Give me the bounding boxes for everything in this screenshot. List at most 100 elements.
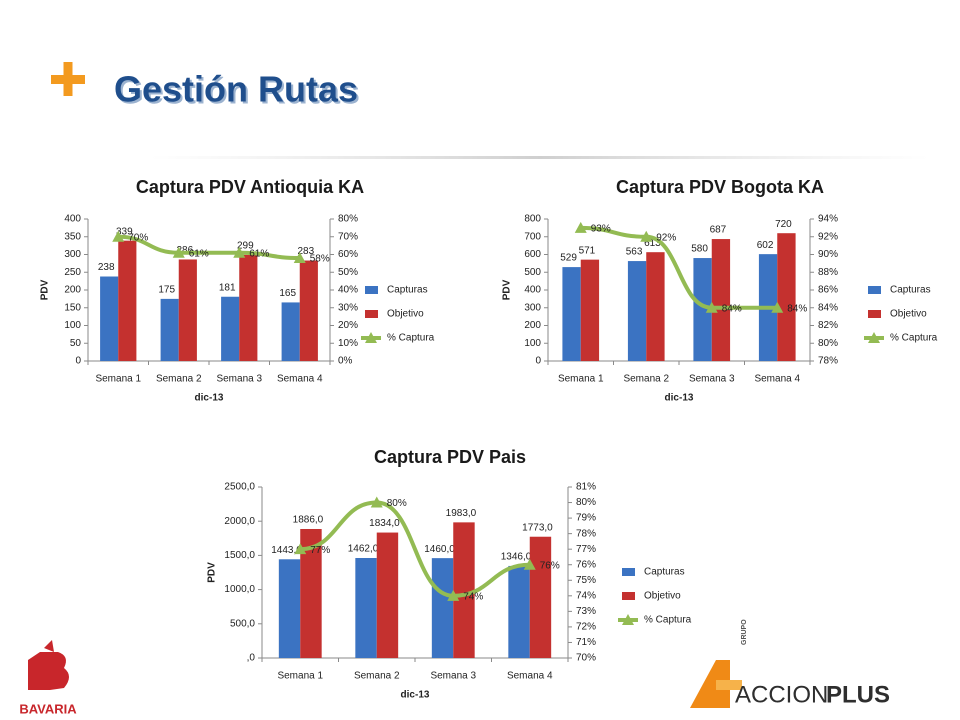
y2-tick-label: 0% bbox=[338, 356, 353, 367]
bar bbox=[178, 259, 197, 361]
bar bbox=[711, 239, 731, 361]
y-tick-label: 300 bbox=[524, 302, 541, 313]
bar bbox=[777, 233, 796, 361]
line-marker bbox=[294, 543, 307, 555]
data-label: 1462,0 bbox=[348, 544, 379, 555]
data-label: 687 bbox=[710, 225, 727, 236]
chart-title: Captura PDV Antioquia KA bbox=[136, 177, 364, 197]
legend-label: Objetivo bbox=[644, 591, 681, 602]
legend-swatch bbox=[868, 286, 881, 294]
chart-title: Captura PDV Bogota KA bbox=[616, 177, 824, 197]
y2-tick-label: 10% bbox=[338, 338, 358, 349]
line bbox=[578, 225, 780, 310]
data-label: 299 bbox=[237, 240, 254, 251]
legend-label: % Captura bbox=[387, 333, 435, 344]
bar bbox=[508, 565, 530, 658]
data-label: 93% bbox=[591, 224, 611, 235]
line-marker bbox=[523, 558, 536, 570]
legend-label: Objetivo bbox=[387, 309, 424, 320]
y2-tick-label: 73% bbox=[576, 606, 596, 617]
data-label: 84% bbox=[787, 303, 807, 314]
legend-label: Capturas bbox=[890, 285, 931, 296]
y2-tick-label: 80% bbox=[338, 214, 358, 225]
data-label: 1834,0 bbox=[369, 518, 400, 529]
x-tick-label: Semana 4 bbox=[507, 671, 553, 682]
data-label: 61% bbox=[189, 248, 209, 259]
legend-swatch bbox=[868, 332, 880, 343]
line-marker bbox=[640, 230, 653, 242]
bar bbox=[300, 528, 322, 658]
legend-label: % Captura bbox=[644, 615, 692, 626]
y-tick-label: 400 bbox=[64, 214, 81, 225]
accionplus-logo: GRUPO ACCION PLUS bbox=[690, 619, 890, 708]
y2-tick-label: 88% bbox=[818, 267, 838, 278]
data-label: 1460,0 bbox=[424, 544, 455, 555]
bavaria-logo: BAVARIA bbox=[19, 640, 77, 716]
bar bbox=[693, 258, 712, 361]
y2-tick-label: 72% bbox=[576, 622, 596, 633]
data-label: 76% bbox=[540, 560, 560, 571]
legend-swatch bbox=[365, 310, 378, 318]
y-tick-label: 700 bbox=[524, 231, 541, 242]
y-tick-label: 100 bbox=[64, 320, 81, 331]
y-tick-label: 50 bbox=[70, 338, 82, 349]
bar bbox=[221, 296, 240, 361]
data-label: 1773,0 bbox=[522, 522, 553, 533]
bar bbox=[431, 558, 454, 658]
y-tick-label: 2000,0 bbox=[224, 516, 255, 527]
x-tick-label: Semana 3 bbox=[430, 671, 476, 682]
line-marker bbox=[370, 496, 383, 508]
line-marker bbox=[771, 301, 784, 313]
y2-tick-label: 77% bbox=[576, 544, 596, 555]
y2-tick-label: 50% bbox=[338, 267, 358, 278]
data-label: 175 bbox=[158, 285, 175, 296]
y-tick-label: 0 bbox=[75, 356, 81, 367]
line bbox=[298, 500, 532, 598]
y2-tick-label: 30% bbox=[338, 302, 358, 313]
separator bbox=[150, 156, 930, 159]
y2-tick-label: 75% bbox=[576, 575, 596, 586]
data-label: 74% bbox=[463, 591, 483, 602]
plus-icon bbox=[51, 62, 85, 96]
bar bbox=[453, 522, 475, 658]
line bbox=[116, 234, 302, 261]
y2-tick-label: 70% bbox=[576, 653, 596, 664]
bar bbox=[299, 260, 318, 361]
logo-text: BAVARIA bbox=[19, 701, 77, 716]
logo-text: ACCION bbox=[735, 681, 828, 708]
slide-title: Gestión Rutas bbox=[114, 69, 358, 110]
bar bbox=[646, 252, 665, 361]
data-label: 84% bbox=[722, 303, 742, 314]
x-axis-title: dic-13 bbox=[401, 690, 430, 701]
data-label: 238 bbox=[98, 262, 115, 273]
y2-tick-label: 70% bbox=[338, 231, 358, 242]
x-tick-label: Semana 1 bbox=[95, 374, 141, 385]
data-label: 1346,0 bbox=[501, 552, 532, 563]
chart: Captura PDV Pais ,0 500,0 1000,0 1500,0 2000,… bbox=[207, 447, 692, 701]
x-tick-label: Semana 4 bbox=[754, 374, 800, 385]
x-tick-label: Semana 4 bbox=[277, 374, 323, 385]
y-tick-label: 350 bbox=[64, 231, 81, 242]
data-label: 529 bbox=[560, 253, 577, 264]
x-tick-label: Semana 3 bbox=[689, 374, 735, 385]
y-tick-label: 100 bbox=[524, 338, 541, 349]
x-axis-title: dic-13 bbox=[665, 393, 694, 404]
y-axis-title: PDV bbox=[502, 279, 513, 300]
bar bbox=[239, 254, 258, 361]
y-tick-label: 200 bbox=[64, 285, 81, 296]
bar bbox=[118, 240, 137, 361]
bar bbox=[281, 302, 300, 361]
x-tick-label: Semana 3 bbox=[216, 374, 262, 385]
x-tick-label: Semana 1 bbox=[558, 374, 604, 385]
legend-label: % Captura bbox=[890, 333, 938, 344]
data-label: 181 bbox=[219, 282, 236, 293]
data-label: 61% bbox=[249, 248, 269, 259]
data-label: 563 bbox=[626, 247, 643, 258]
bar bbox=[160, 298, 179, 361]
data-label: 339 bbox=[116, 226, 133, 237]
data-label: 602 bbox=[757, 240, 774, 251]
y2-tick-label: 80% bbox=[576, 497, 596, 508]
line-marker bbox=[293, 252, 306, 264]
data-label: 1886,0 bbox=[293, 515, 324, 526]
legend-swatch bbox=[868, 310, 881, 318]
